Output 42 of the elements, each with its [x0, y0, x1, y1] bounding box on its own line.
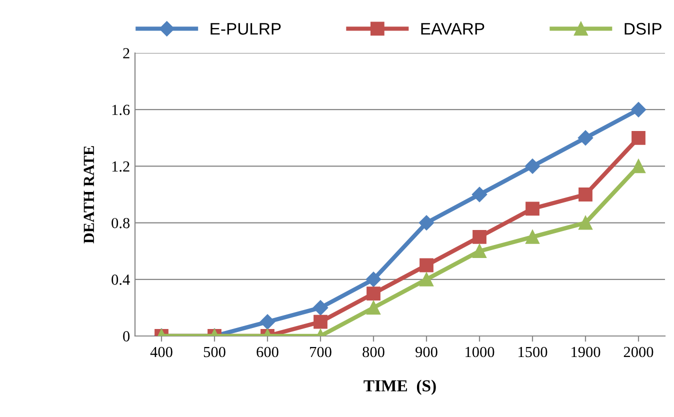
- point: [526, 230, 540, 244]
- point: [420, 258, 434, 272]
- point: [312, 300, 328, 316]
- point: [366, 300, 380, 315]
- x-tick-label: 800: [362, 346, 384, 358]
- y-tick-label: 1.6: [112, 104, 130, 116]
- y-tick-label: 2: [123, 48, 130, 58]
- x-tick-label: 1000: [466, 346, 494, 358]
- point: [630, 102, 646, 118]
- point: [472, 244, 486, 258]
- point: [578, 130, 594, 146]
- y-tick-label: 1.2: [112, 161, 130, 172]
- point: [578, 188, 592, 202]
- y-axis-title: DEATH RATE: [84, 146, 94, 244]
- point: [472, 186, 488, 202]
- x-tick-label: 1900: [572, 346, 600, 358]
- point: [578, 216, 592, 230]
- point: [632, 130, 646, 145]
- point: [260, 314, 276, 330]
- point: [420, 272, 434, 286]
- x-tick-label: 500: [204, 346, 226, 358]
- x-tick-label: 1500: [518, 346, 548, 358]
- y-tick-label: 0.8: [112, 218, 130, 228]
- x-tick-label: 2000: [624, 346, 654, 358]
- y-tick-label: 0.4: [112, 274, 130, 285]
- point: [472, 230, 486, 244]
- y-tick-label: 0: [123, 331, 130, 342]
- x-tick-label: 700: [310, 346, 332, 358]
- x-tick-label: 900: [416, 346, 438, 358]
- legend-label: E-PULRP: [210, 23, 281, 35]
- point: [314, 314, 328, 329]
- x-axis-title: TIME (S): [364, 380, 436, 395]
- legend-label: EAVARP: [421, 23, 484, 35]
- point: [366, 286, 380, 300]
- legend-label: DSIP: [624, 22, 662, 35]
- x-tick-label: 600: [256, 346, 278, 358]
- point: [366, 272, 382, 287]
- point: [632, 159, 646, 174]
- point: [526, 202, 540, 216]
- point: [418, 215, 434, 230]
- point: [524, 158, 540, 174]
- x-tick-label: 400: [150, 346, 172, 358]
